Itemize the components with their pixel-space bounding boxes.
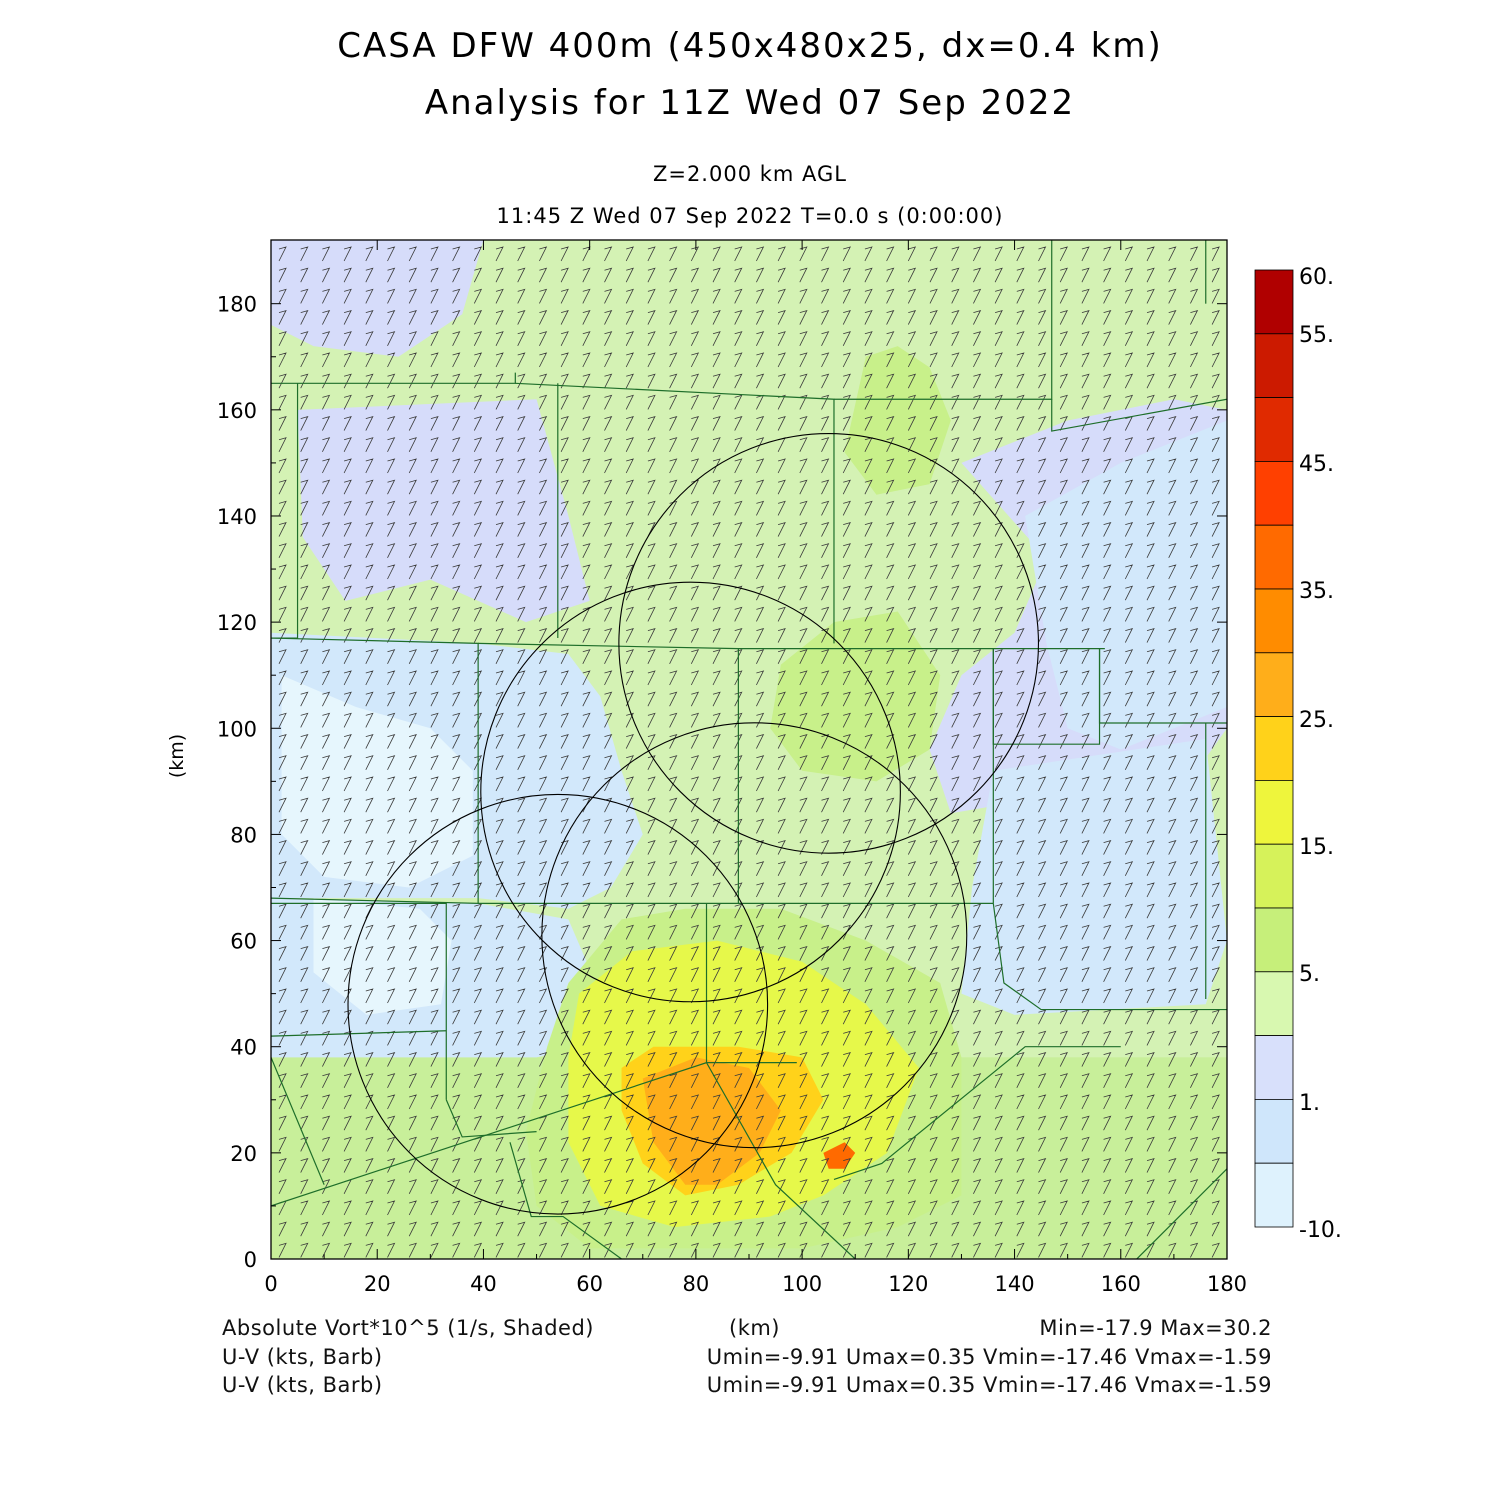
county-line bbox=[833, 1046, 1121, 1180]
county-line bbox=[271, 1030, 447, 1037]
x-tick-label: 140 bbox=[995, 1272, 1035, 1296]
valid-time-label: 11:45 Z Wed 07 Sep 2022 T=0.0 s (0:00:00… bbox=[496, 204, 1004, 228]
y-tick-label: 100 bbox=[217, 717, 257, 741]
colorbar-label: 35. bbox=[1299, 579, 1334, 604]
vorticity-patch bbox=[297, 399, 590, 623]
y-tick-label: 140 bbox=[217, 505, 257, 529]
radar-ring bbox=[347, 793, 769, 1215]
county-line bbox=[1051, 398, 1227, 432]
colorbar-segment bbox=[1254, 1162, 1294, 1228]
barb-field-label: U-V (kts, Barb) bbox=[222, 1345, 383, 1369]
county-line bbox=[271, 1057, 325, 1185]
vorticity-patch bbox=[313, 898, 452, 1015]
county-line bbox=[509, 1142, 622, 1259]
x-tick-label: 40 bbox=[470, 1272, 497, 1296]
vorticity-patch bbox=[844, 346, 951, 495]
county-line bbox=[705, 903, 856, 1259]
x-tick-label: 100 bbox=[782, 1272, 822, 1296]
colorbar-label: -10. bbox=[1299, 1218, 1342, 1243]
title-line-2: Analysis for 11Z Wed 07 Sep 2022 bbox=[424, 83, 1076, 123]
colorbar: 60. 55. 45. 35. 25. 15. 5. 1. -10. bbox=[1254, 265, 1342, 1243]
county-line bbox=[478, 642, 1105, 650]
county-line bbox=[992, 903, 1227, 1011]
title-line-1: CASA DFW 400m (450x480x25, dx=0.4 km) bbox=[337, 26, 1163, 66]
y-tick-label: 120 bbox=[217, 611, 257, 635]
x-tick-label: 120 bbox=[888, 1272, 928, 1296]
x-tick-label: 0 bbox=[264, 1272, 277, 1296]
colorbar-segment bbox=[1254, 1035, 1294, 1100]
colorbar-segment bbox=[1254, 971, 1294, 1036]
county-line bbox=[271, 637, 479, 905]
colorbar-label: 1. bbox=[1299, 1091, 1320, 1116]
colorbar-segment bbox=[1254, 269, 1294, 335]
colorbar-label: 45. bbox=[1299, 452, 1334, 477]
y-tick-label: 60 bbox=[230, 930, 257, 954]
colorbar-label: 60. bbox=[1299, 265, 1334, 290]
y-tick-label: 0 bbox=[244, 1248, 257, 1272]
vorticity-patch bbox=[642, 1057, 781, 1185]
colorbar-label: 25. bbox=[1299, 708, 1334, 733]
y-tick-label: 20 bbox=[230, 1142, 257, 1166]
axis-ticks: 0 20 40 60 80 100 120 140 160 180 0 20 40 60 80 100 120 1… bbox=[217, 240, 1247, 1296]
vorticity-patch bbox=[271, 240, 484, 357]
colorbar-label: 15. bbox=[1299, 835, 1334, 860]
barb-uv-range: Umin=-9.91 Umax=0.35 Vmin=-17.46 Vmax=-1… bbox=[706, 1345, 1272, 1369]
wind-barb-grid bbox=[278, 246, 1220, 1258]
county-line bbox=[1136, 1168, 1227, 1259]
colorbar-segment bbox=[1254, 716, 1294, 781]
county-line bbox=[271, 372, 516, 384]
y-axis-label: (km) bbox=[166, 733, 189, 779]
colorbar-segment bbox=[1254, 333, 1294, 398]
colorbar-segment bbox=[1254, 780, 1294, 845]
colorbar-label: 55. bbox=[1299, 323, 1334, 348]
vorticity-patch bbox=[770, 611, 941, 782]
county-line bbox=[1098, 648, 1227, 724]
colorbar-segment bbox=[1254, 907, 1294, 973]
colorbar-segment bbox=[1254, 397, 1294, 462]
county-boundaries bbox=[271, 240, 1227, 1259]
colorbar-segment bbox=[1254, 524, 1294, 590]
vorticity-field bbox=[271, 240, 1227, 1259]
colorbar-label: 5. bbox=[1299, 962, 1320, 987]
vorticity-patch bbox=[961, 738, 1227, 1015]
level-label: Z=2.000 km AGL bbox=[652, 162, 848, 186]
y-tick-label: 180 bbox=[217, 293, 257, 317]
barb-uv-range-2: Umin=-9.91 Umax=0.35 Vmin=-17.46 Vmax=-1… bbox=[706, 1373, 1272, 1397]
x-tick-label: 180 bbox=[1207, 1272, 1247, 1296]
x-tick-label: 160 bbox=[1101, 1272, 1141, 1296]
wind-barbs bbox=[278, 246, 1220, 1258]
vorticity-patch bbox=[1025, 420, 1227, 750]
vorticity-patch bbox=[823, 1142, 856, 1169]
radar-ring bbox=[618, 433, 1040, 854]
vorticity-patch bbox=[281, 675, 473, 888]
colorbar-segment bbox=[1254, 843, 1294, 909]
y-tick-label: 160 bbox=[217, 399, 257, 423]
radar-range-rings bbox=[347, 433, 1040, 1215]
y-tick-label: 40 bbox=[230, 1036, 257, 1060]
field-minmax: Min=-17.9 Max=30.2 bbox=[1039, 1316, 1272, 1340]
x-tick-label: 60 bbox=[576, 1272, 603, 1296]
colorbar-segment bbox=[1254, 1099, 1294, 1164]
barb-field-label-2: U-V (kts, Barb) bbox=[222, 1373, 383, 1397]
x-tick-label: 80 bbox=[683, 1272, 710, 1296]
shaded-field-label: Absolute Vort*10^5 (1/s, Shaded) bbox=[222, 1316, 594, 1340]
radar-ring bbox=[541, 722, 968, 1149]
colorbar-segment bbox=[1254, 588, 1294, 654]
county-line bbox=[271, 902, 447, 1100]
x-unit-label: (km) bbox=[729, 1316, 781, 1340]
colorbar-segment bbox=[1254, 460, 1294, 526]
y-tick-label: 80 bbox=[230, 823, 257, 847]
radar-ring bbox=[480, 581, 901, 1003]
county-line bbox=[445, 1099, 537, 1138]
colorbar-segment bbox=[1254, 652, 1294, 717]
x-tick-label: 20 bbox=[364, 1272, 391, 1296]
